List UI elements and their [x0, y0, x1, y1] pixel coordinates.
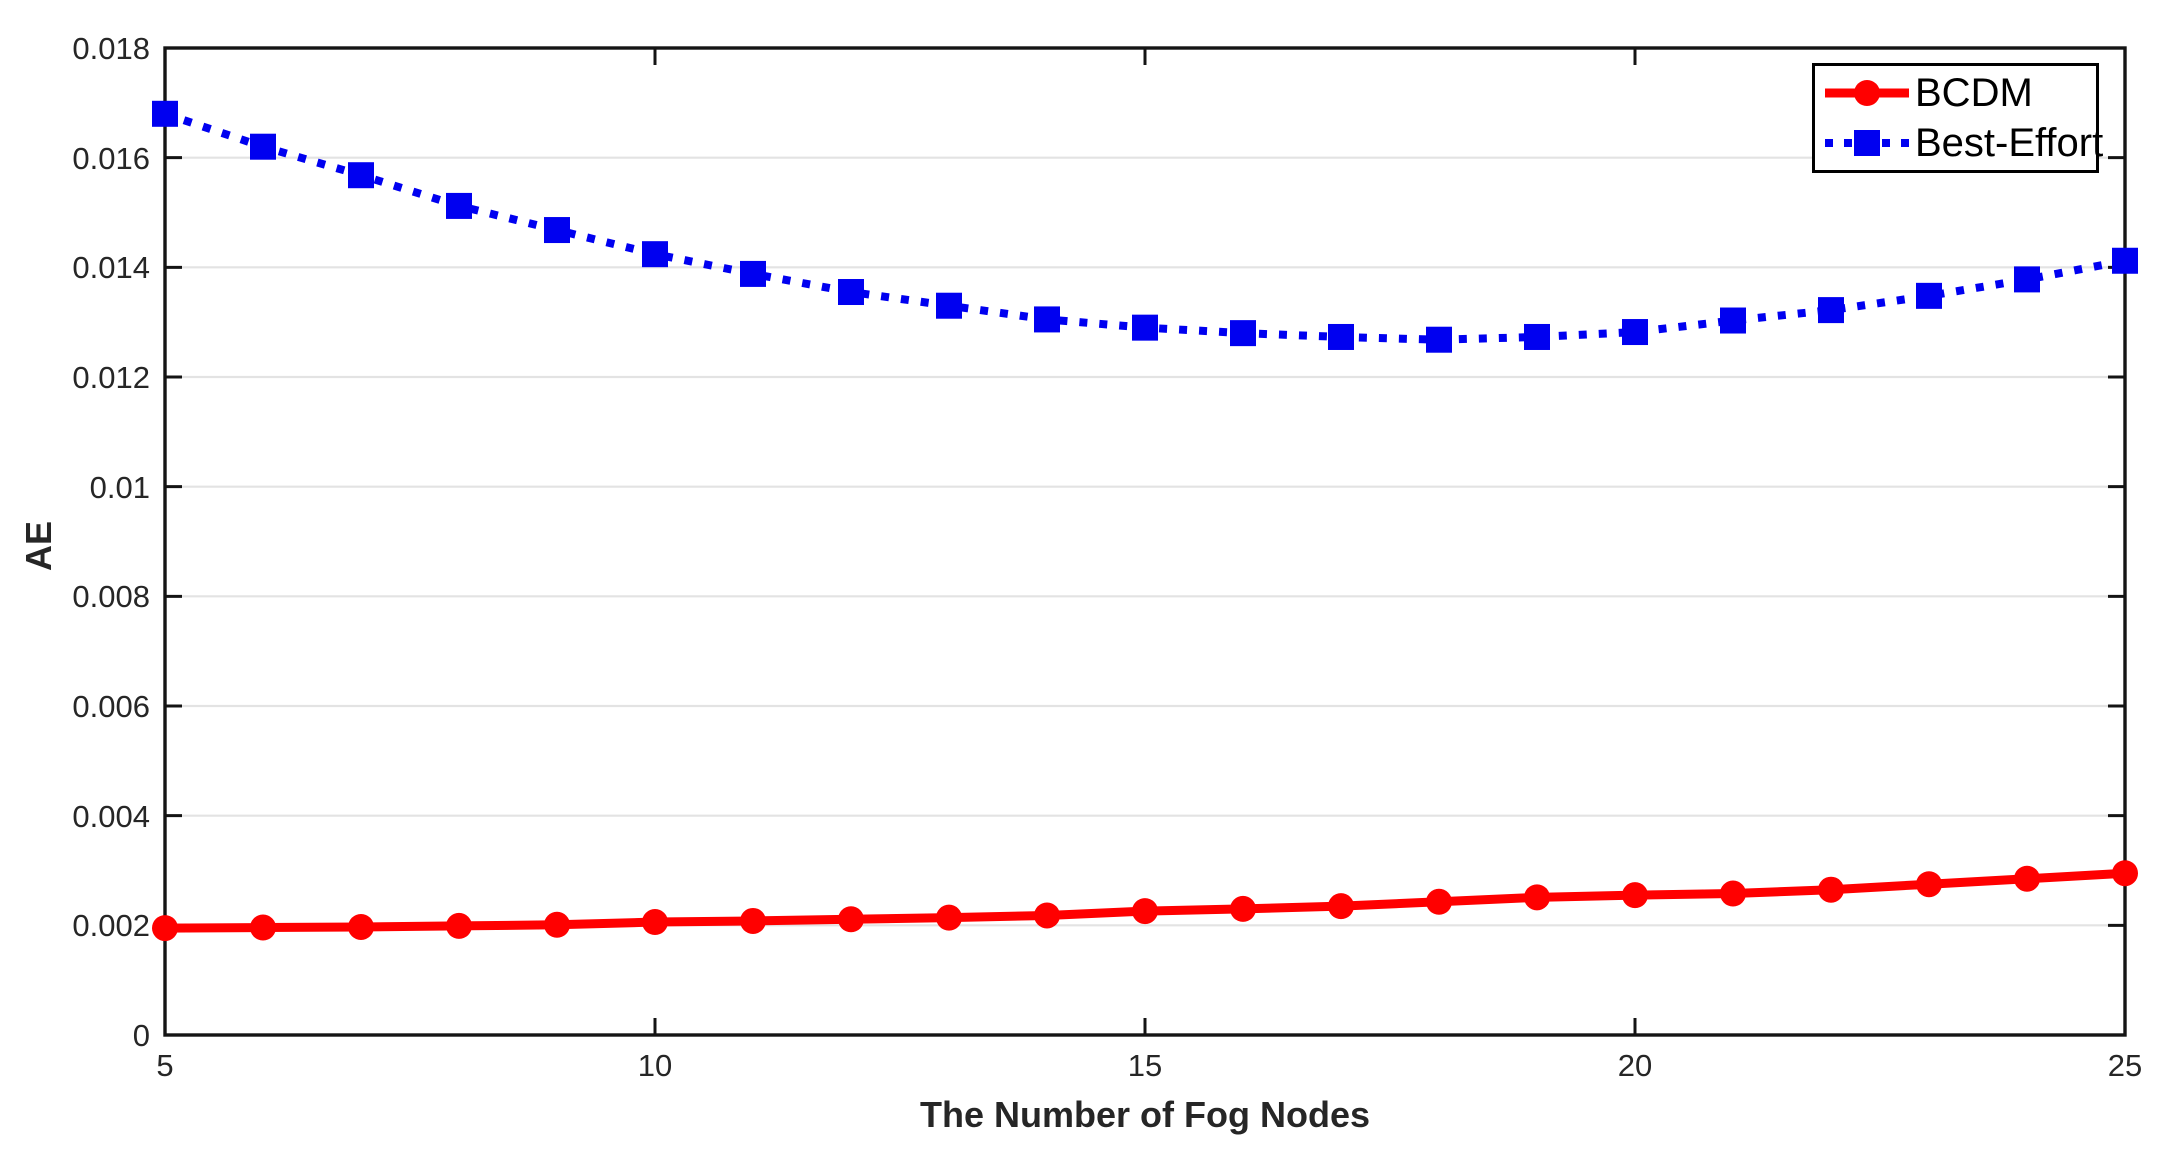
series-best-effort-marker [740, 260, 766, 287]
series-best-effort-marker [152, 100, 178, 127]
series-bcdm-marker [1818, 876, 1844, 903]
y-axis-title: AE [18, 521, 59, 572]
series-best-effort-marker [1034, 306, 1060, 333]
series-bcdm-marker [1328, 893, 1354, 920]
series-bcdm-marker [2112, 860, 2138, 887]
series-bcdm-marker [1034, 902, 1060, 929]
y-tick-label: 0.002 [72, 908, 150, 944]
series-best-effort-marker [1818, 297, 1844, 324]
series-best-effort-marker [1524, 323, 1550, 350]
series-bcdm-marker [1622, 882, 1648, 909]
series-bcdm-marker [348, 913, 374, 940]
series-best-effort-marker [446, 192, 472, 219]
y-tick-label: 0.012 [72, 360, 150, 395]
series-bcdm-marker [936, 904, 962, 931]
series-best-effort-marker [348, 162, 374, 189]
series-best-effort-marker [1230, 320, 1256, 347]
series-bcdm-marker [740, 907, 766, 934]
series-best-effort-marker [1328, 323, 1354, 350]
y-tick-label: 0.018 [72, 31, 150, 66]
series-best-effort-marker [1916, 282, 1942, 309]
best-effort-line-sample-icon [1825, 130, 1909, 156]
x-tick-label: 25 [2107, 1048, 2143, 1083]
y-tick-label: 0.01 [89, 469, 150, 505]
series-best-effort-marker [1132, 314, 1158, 341]
series-bcdm-marker [1230, 895, 1256, 922]
series-best-effort-marker [642, 241, 668, 268]
legend-entry-best-effort: Best-Effort [1815, 120, 2103, 166]
y-tick-label: 0 [132, 1018, 150, 1053]
bcdm-line-sample-icon [1825, 80, 1909, 106]
y-tick-label: 0.008 [72, 579, 150, 615]
series-bcdm-marker [1426, 888, 1452, 915]
y-tick-label: 0.016 [72, 140, 150, 176]
series-best-effort-marker [936, 292, 962, 319]
legend-label-bcdm: BCDM [1915, 71, 2033, 115]
series-bcdm-marker [1720, 880, 1746, 907]
legend-entry-bcdm: BCDM [1815, 70, 2096, 116]
series-best-effort-marker [2014, 266, 2040, 293]
y-tick-label: 0.014 [72, 250, 150, 286]
x-axis-title: The Number of Fog Nodes [920, 1094, 1370, 1135]
y-tick-label: 0.004 [72, 798, 150, 834]
series-best-effort-marker [544, 217, 570, 244]
series-best-effort-marker [1426, 326, 1452, 353]
series-best-effort-marker [2112, 247, 2138, 274]
series-bcdm-marker [446, 912, 472, 939]
series-bcdm-marker [2014, 865, 2040, 892]
x-tick-label: 20 [1617, 1048, 1653, 1083]
series-bcdm-marker [544, 911, 570, 938]
series-bcdm-marker [250, 914, 276, 941]
series-best-effort-marker [838, 279, 864, 306]
x-tick-label: 10 [637, 1048, 673, 1083]
series-best-effort-marker [250, 133, 276, 160]
series-best-effort-marker [1720, 307, 1746, 334]
series-bcdm-marker [1916, 871, 1942, 898]
series-bcdm-marker [642, 909, 668, 936]
legend: BCDM Best-Effort [1812, 63, 2103, 173]
series-bcdm-marker [1132, 898, 1158, 925]
legend-label-best-effort: Best-Effort [1915, 121, 2104, 165]
series-best-effort-marker [1622, 319, 1648, 346]
series-bcdm-marker [152, 915, 178, 942]
x-tick-label: 15 [1127, 1048, 1163, 1083]
x-tick-label: 5 [156, 1048, 174, 1083]
series-bcdm-marker [1524, 884, 1550, 911]
series-bcdm-marker [838, 906, 864, 933]
y-tick-label: 0.006 [72, 689, 150, 724]
